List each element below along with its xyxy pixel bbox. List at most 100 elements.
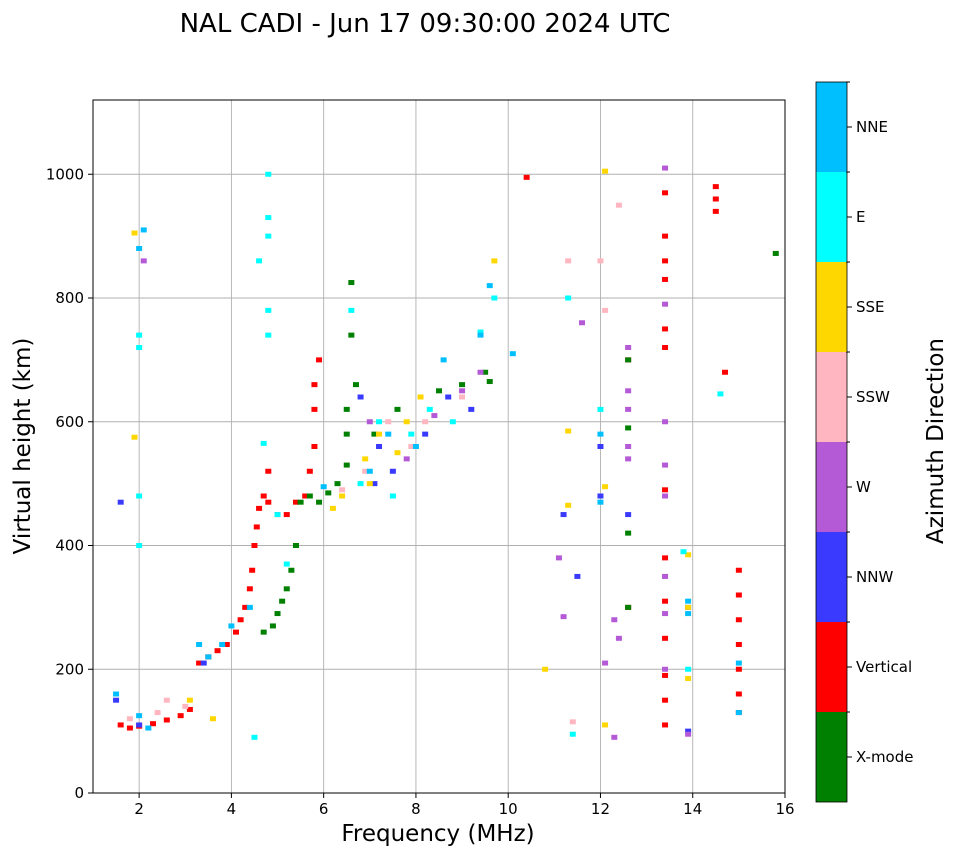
echo-mark [468,406,475,412]
echo-mark [625,425,632,431]
echo-mark [348,332,355,338]
echo-mark [154,710,161,716]
echo-mark [292,499,299,505]
echo-mark [163,697,170,703]
echo-mark [126,716,133,722]
chart-title: NAL CADI - Jun 17 09:30:00 2024 UTC [180,9,671,39]
echo-mark [685,728,692,734]
echo-mark [311,382,318,388]
colorbar-label-e: E [856,208,865,226]
echo-mark [343,431,350,437]
echo-mark [376,431,383,437]
echo-mark [376,419,383,425]
echo-mark [311,444,318,449]
echo-mark [477,329,484,335]
echo-mark [362,456,369,462]
echo-mark [431,413,438,419]
echo-mark [579,320,586,326]
echo-mark [136,246,143,251]
echo-mark [477,369,484,375]
echo-mark [260,493,267,499]
colorbar-label-vertical: Vertical [856,658,912,676]
echo-mark [445,394,452,400]
echo-mark [685,731,692,737]
colorbar-swatch [816,442,847,532]
colorbar-swatch [816,352,847,442]
echo-mark [662,276,669,282]
echo-mark [597,493,604,499]
echo-mark [256,505,263,511]
echo-mark [422,431,429,437]
colorbar-label-sse: SSE [856,298,885,316]
echo-mark [348,280,355,286]
echo-mark [246,586,253,592]
echo-mark [436,388,442,394]
colorbar-label: Azimuth Direction [923,338,949,544]
echo-mark [565,428,572,434]
echo-mark [625,604,632,610]
echo-mark [302,493,309,499]
echo-mark [366,481,373,487]
echo-mark [408,431,415,437]
echo-mark [260,629,267,635]
echo-mark [685,611,692,617]
y-tick-label: 400 [55,537,84,555]
echo-mark [602,484,609,490]
echo-mark [717,391,724,397]
echo-mark [403,456,410,462]
echo-mark [260,440,267,446]
echo-mark [292,543,299,548]
echo-mark [253,524,260,530]
echo-mark [680,549,687,555]
y-tick-label: 200 [55,660,84,678]
echo-mark [625,345,632,350]
echo-mark [389,468,396,474]
echo-mark [223,642,230,647]
echo-mark [560,614,567,620]
x-tick-label: 2 [134,800,144,818]
echo-mark [685,676,692,682]
echo-mark [325,490,332,496]
echo-mark [249,567,256,573]
echo-mark [265,171,272,177]
echo-mark [348,307,355,313]
echo-mark [509,351,516,357]
echo-mark [565,295,572,301]
series-vertical [117,174,742,731]
echo-mark [662,666,669,672]
series-e [136,171,724,740]
x-tick-label: 4 [227,800,237,818]
echo-mark [149,721,156,727]
y-tick-label: 1000 [46,165,84,183]
echo-mark [136,543,143,548]
echo-mark [491,295,498,301]
echo-mark [523,174,530,180]
x-axis-ticks: 2 4 6 8 10 12 14 16 [134,793,795,818]
echo-mark [662,635,669,641]
echo-mark [357,481,364,487]
echo-mark [283,512,290,518]
echo-mark [366,419,373,425]
echo-mark [306,493,313,499]
echo-mark [283,586,290,592]
echo-mark [140,227,147,233]
echo-mark [662,301,669,307]
echo-mark [316,357,323,363]
echo-mark [662,611,669,617]
echo-mark [459,382,466,388]
echo-mark [625,530,632,536]
colorbar: X-mode Vertical NNW W SSW SSE E NNE [815,81,913,803]
echo-mark [251,734,258,740]
echo-mark [662,419,669,425]
echo-mark [574,573,581,579]
echo-mark [140,258,147,264]
echo-mark [385,419,392,425]
echo-mark [265,233,272,239]
echo-mark [440,357,447,363]
series-nnw [113,394,692,734]
echo-mark [597,444,604,449]
x-tick-label: 14 [683,800,702,818]
echo-mark [339,487,346,493]
echo-mark [242,604,249,610]
